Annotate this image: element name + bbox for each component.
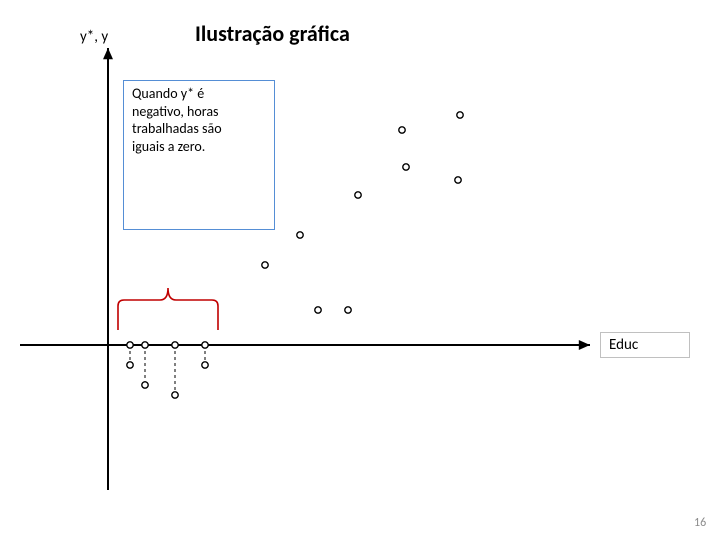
annotation-box: Quando y* é negativo, horas trabalhadas …: [123, 80, 275, 230]
x-axis-label-text: Educ: [609, 336, 638, 354]
annotation-line: iguais a zero.: [132, 138, 266, 156]
x-axis-label: Educ: [600, 332, 690, 358]
y-axis-label: y*, y: [80, 28, 108, 46]
annotation-line: trabalhadas são: [132, 120, 266, 138]
chart-title: Ilustração gráfica: [195, 20, 350, 47]
annotation-line: Quando y* é: [132, 85, 266, 103]
annotation-line: negativo, horas: [132, 103, 266, 121]
slide-number: 16: [694, 516, 706, 530]
plot-svg: [0, 0, 720, 540]
